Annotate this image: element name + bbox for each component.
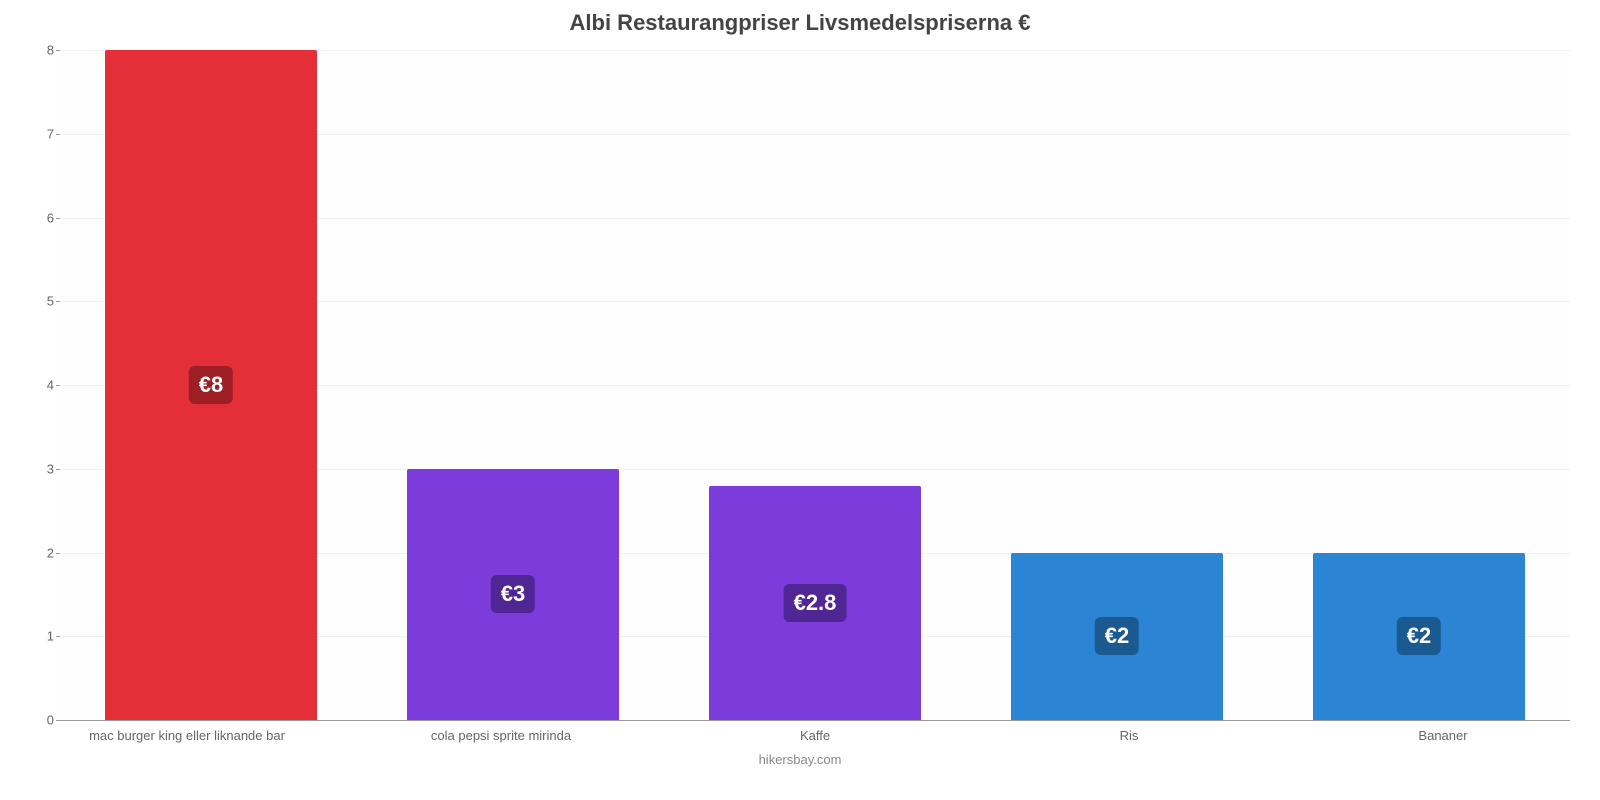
y-tick-label: 6 — [30, 210, 54, 225]
y-tick-label: 3 — [30, 461, 54, 476]
value-badge: €3 — [491, 575, 535, 613]
bar-slot: €2 — [966, 50, 1268, 720]
y-tick-label: 7 — [30, 126, 54, 141]
y-tick-mark — [56, 218, 60, 219]
bar-slot: €2 — [1268, 50, 1570, 720]
value-badge: €2.8 — [784, 584, 847, 622]
x-axis-labels: mac burger king eller liknande barcola p… — [30, 720, 1600, 743]
y-tick-mark — [56, 385, 60, 386]
y-tick-label: 1 — [30, 629, 54, 644]
bar-slot: €8 — [60, 50, 362, 720]
y-tick-label: 8 — [30, 43, 54, 58]
bar-slot: €2.8 — [664, 50, 966, 720]
x-axis-label: cola pepsi sprite mirinda — [344, 720, 658, 743]
value-badge: €2 — [1397, 617, 1441, 655]
y-tick-mark — [56, 636, 60, 637]
y-tick-mark — [56, 134, 60, 135]
chart-title: Albi Restaurangpriser Livsmedelspriserna… — [30, 10, 1570, 36]
x-axis-label: mac burger king eller liknande bar — [30, 720, 344, 743]
source-caption: hikersbay.com — [0, 752, 1600, 767]
plot-area: €8€3€2.8€2€2 012345678 — [30, 50, 1570, 720]
y-tick-mark — [56, 469, 60, 470]
bar-slot: €3 — [362, 50, 664, 720]
chart-container: Albi Restaurangpriser Livsmedelspriserna… — [0, 0, 1600, 800]
y-tick-mark — [56, 50, 60, 51]
y-tick-label: 4 — [30, 378, 54, 393]
y-tick-label: 2 — [30, 545, 54, 560]
y-tick-label: 5 — [30, 294, 54, 309]
value-badge: €8 — [189, 366, 233, 404]
value-badge: €2 — [1095, 617, 1139, 655]
x-axis-label: Bananer — [1286, 720, 1600, 743]
y-tick-mark — [56, 553, 60, 554]
y-tick-mark — [56, 301, 60, 302]
x-axis-label: Kaffe — [658, 720, 972, 743]
x-axis-label: Ris — [972, 720, 1286, 743]
bars-container: €8 €3 €2.8 €2 €2 — [60, 50, 1570, 720]
